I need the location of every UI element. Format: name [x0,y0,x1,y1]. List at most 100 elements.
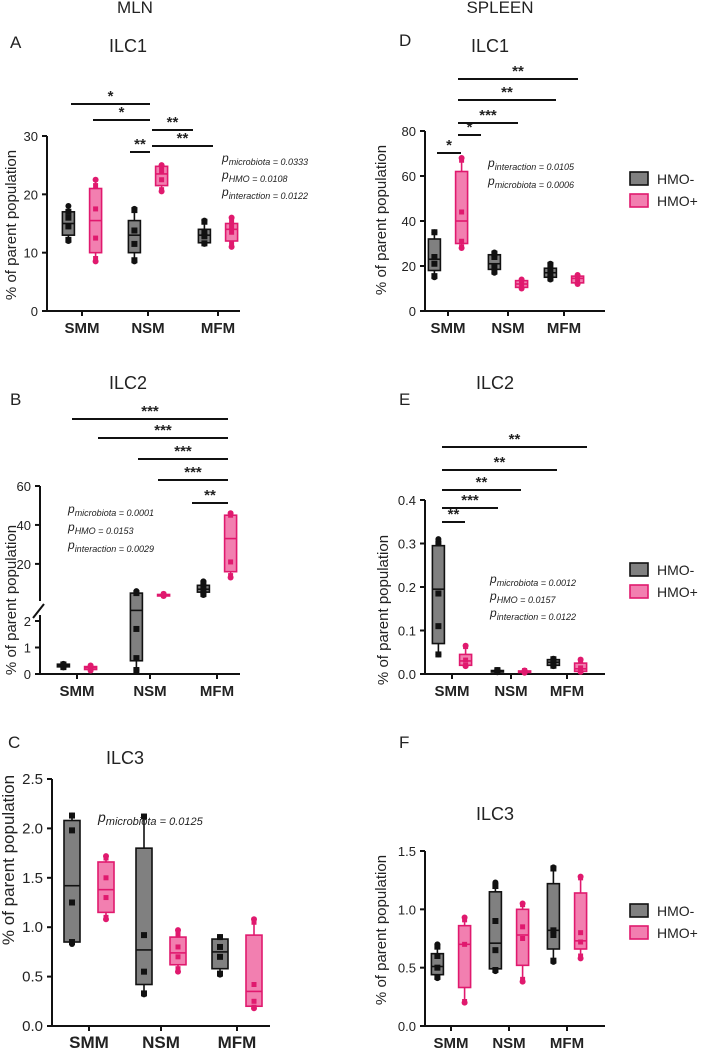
p-subscript: interaction = 0.0122 [497,612,576,622]
significance-label: ** [512,63,524,80]
p-value-annotation: pinteraction = 0.0122 [221,185,308,201]
min-point [251,1005,257,1012]
legend-swatch [629,925,649,940]
box-hmo-minus-smm [427,229,442,281]
max-point [60,660,67,667]
min-point [577,955,584,962]
box-iqr [97,861,115,914]
min-point [461,999,468,1006]
legend-label: HMO+ [657,925,698,941]
legend-label: HMO+ [657,193,698,209]
box-iqr [63,819,81,943]
data-point [69,827,75,834]
legend-label: HMO- [657,171,695,187]
p-value-annotation: pHMO = 0.0108 [221,168,287,184]
x-tick-label: SMM [431,320,466,337]
data-point [520,936,526,941]
box-hmo-minus-mfm [211,934,229,978]
data-point [492,883,499,889]
legend-3: HMO- HMO+ [629,903,698,941]
box-hmo-minus-nsm [127,205,142,265]
max-point [131,205,138,212]
x-tick-label: MFM [550,683,584,700]
panel-c: C ILC3 % of parent population 0.0 0.5 1.0 1.5 2… [0,733,270,1051]
y-tick-label: 60 [402,169,416,184]
data-point [69,899,75,906]
min-point [574,281,581,287]
box-hmo-minus-mfm [197,217,212,247]
y-tick-label: 1.0 [22,919,43,936]
box-iqr [488,891,503,970]
panel-title: ILC3 [106,748,144,768]
significance-label: ** [509,431,521,448]
max-point [494,667,501,674]
y-tick-label: 2.0 [22,820,43,837]
min-point [217,971,223,978]
box-hmo-plus-smm [88,176,103,265]
legend-swatch [629,562,649,577]
p-subscript: interaction = 0.0122 [229,191,308,201]
p-subscript: interaction = 0.0029 [75,544,154,554]
panel-e: E ILC2 % of parent population 0.0 0.1 0.2 0.3 0… [375,373,605,700]
significance-label: *** [174,443,192,460]
max-point [434,941,441,948]
box-hmo-minus-smm [63,812,81,947]
p-subscript: microbiota = 0.0125 [106,816,204,828]
data-point [131,240,138,247]
p-value-annotation: pmicrobiota = 0.0001 [67,502,154,518]
data-point [251,998,257,1004]
y-tick-label: 60 [17,479,31,494]
p-value-annotation: pmicrobiota = 0.0125 [97,809,204,828]
legend-label: HMO+ [657,584,698,600]
data-point [175,944,181,950]
box-hmo-minus-nsm [135,813,153,998]
p-value-annotation: pinteraction = 0.0105 [487,156,575,172]
data-point [228,559,234,565]
max-point [201,217,208,224]
p-value-annotation: pmicrobiota = 0.0006 [487,174,574,190]
x-tick-label: NSM [133,683,166,700]
box-hmo-plus-nsm [514,276,529,292]
box-hmo-plus-nsm [515,900,530,985]
max-point [227,510,234,517]
box-hmo-plus-smm [83,662,98,674]
data-point [492,947,499,954]
p-symbol: p [67,502,75,516]
data-point [217,943,223,950]
y-tick-label: 2 [24,614,31,629]
y-axis-label: % of parent population [373,145,390,295]
p-value-annotation: pmicrobiota = 0.0333 [221,151,308,167]
x-tick-label: SMM [69,1033,109,1051]
data-point [201,228,208,235]
box-iqr [127,219,142,254]
significance-label: ** [448,506,460,523]
significance-label: ** [494,454,506,471]
data-point [491,263,498,269]
box-iqr [457,924,472,989]
data-point [550,927,557,934]
box-hmo-plus-nsm [156,590,171,600]
box-iqr [454,170,469,245]
max-point [92,176,99,183]
significance-label: *** [479,107,497,124]
y-axis-label: % of parent population [375,535,392,685]
max-point [574,272,581,278]
data-point [175,931,181,937]
data-point [578,665,584,671]
box-hmo-minus-smm [56,660,71,671]
min-point [577,668,584,675]
max-point [251,916,257,923]
data-point [200,584,207,591]
box-iqr [573,892,588,950]
significance-label: * [119,104,125,121]
y-tick-label: 0.0 [398,1019,416,1034]
data-point [133,655,140,662]
data-point [131,227,138,234]
p-value-annotation: pinteraction = 0.0122 [489,606,576,622]
y-tick-label: 80 [402,124,416,139]
panel-title: ILC2 [109,373,147,393]
p-symbol: p [489,589,497,603]
min-point [92,258,99,265]
y-tick-label: 1.5 [22,870,43,887]
panel-a: A ILC1 % of parent population 0 10 20 30 SMM NSM… [3,33,308,337]
